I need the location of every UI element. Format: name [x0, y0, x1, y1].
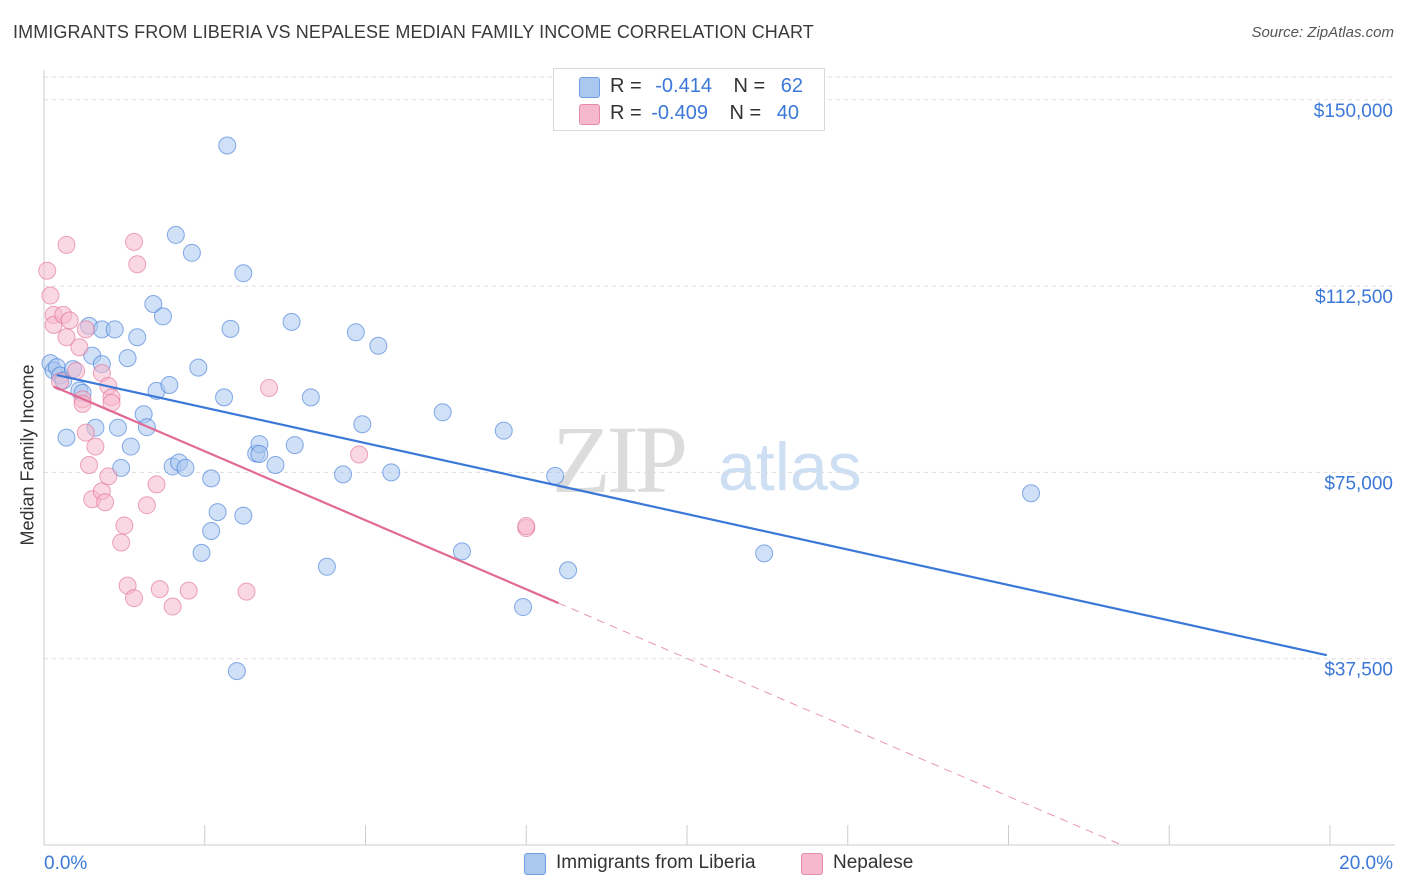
data-point-nepalese [70, 338, 89, 357]
data-point-liberia [494, 421, 513, 440]
data-point-nepalese [60, 311, 79, 330]
data-point-nepalese [112, 533, 131, 552]
data-point-nepalese [57, 235, 76, 254]
data-point-liberia [433, 403, 452, 422]
data-point-nepalese [260, 378, 279, 397]
data-point-liberia [218, 136, 237, 155]
data-point-nepalese [150, 580, 169, 599]
data-point-liberia [121, 437, 140, 456]
data-point-liberia [317, 557, 336, 576]
trend-line-nepalese [53, 385, 559, 605]
data-point-liberia [153, 307, 172, 326]
data-point-liberia [559, 561, 578, 580]
data-point-liberia [192, 543, 211, 562]
data-point-nepalese [76, 423, 95, 442]
data-point-nepalese [125, 589, 144, 608]
data-point-liberia [250, 445, 269, 464]
chart-title: IMMIGRANTS FROM LIBERIA VS NEPALESE MEDI… [13, 22, 814, 42]
data-point-nepalese [237, 582, 256, 601]
data-point-liberia [108, 418, 127, 437]
data-point-nepalese [38, 261, 57, 280]
x-tick-label: 20.0% [1339, 853, 1393, 874]
data-point-nepalese [80, 455, 99, 474]
data-point-nepalese [41, 286, 60, 305]
trend-line-nepalese-extension [558, 602, 1122, 846]
n-value-nepalese: 40 [776, 102, 800, 124]
data-point-nepalese [86, 437, 105, 456]
data-point-liberia [221, 319, 240, 338]
data-point-liberia [755, 544, 774, 563]
data-point-liberia [266, 455, 285, 474]
data-point-liberia [452, 542, 471, 561]
r-value-nepalese: -0.409 [651, 102, 708, 124]
data-point-liberia [189, 358, 208, 377]
data-point-nepalese [76, 320, 95, 339]
y-tick-label: $37,500 [1324, 660, 1393, 681]
n-value-liberia: 62 [780, 75, 804, 97]
data-point-liberia [112, 458, 131, 477]
n-label: N = [729, 102, 762, 124]
data-point-nepalese [163, 597, 182, 616]
data-point-liberia [282, 312, 301, 331]
r-value-liberia: -0.414 [655, 75, 712, 97]
data-point-liberia [1022, 484, 1041, 503]
data-point-liberia [234, 264, 253, 283]
data-point-liberia [346, 323, 365, 342]
data-point-liberia [215, 388, 234, 407]
r-label: R = [610, 102, 642, 124]
data-point-nepalese [350, 445, 369, 464]
data-point-nepalese [128, 255, 147, 274]
legend-label-nepalese: Nepalese [833, 852, 914, 873]
data-point-liberia [514, 598, 533, 617]
data-point-nepalese [137, 496, 156, 515]
data-point-liberia [105, 320, 124, 339]
trend-line-liberia [56, 373, 1328, 657]
data-point-liberia [176, 458, 195, 477]
data-point-liberia [166, 225, 185, 244]
stats-legend: R = -0.414 N = 62 R = -0.409 N = 40 [553, 68, 825, 131]
y-tick-label: $150,000 [1314, 101, 1393, 122]
watermark-zip: ZIP [552, 406, 685, 513]
data-point-liberia [234, 506, 253, 525]
data-point-liberia [160, 375, 179, 394]
legend-label-liberia: Immigrants from Liberia [556, 852, 756, 873]
data-point-nepalese [99, 467, 118, 486]
r-label: R = [610, 75, 642, 97]
data-point-liberia [333, 465, 352, 484]
data-point-nepalese [125, 232, 144, 251]
legend-swatch-nepalese [801, 853, 823, 875]
data-point-liberia [208, 503, 227, 522]
data-point-liberia [382, 463, 401, 482]
data-point-liberia [353, 415, 372, 434]
data-point-liberia [144, 294, 163, 313]
data-point-liberia [118, 349, 137, 368]
data-point-liberia [57, 428, 76, 447]
legend-swatch-liberia [579, 77, 600, 98]
data-point-nepalese [115, 516, 134, 535]
data-point-liberia [128, 328, 147, 347]
data-point-nepalese [179, 581, 198, 600]
data-point-liberia [301, 388, 320, 407]
chart-source: Source: ZipAtlas.com [1251, 24, 1394, 41]
data-point-nepalese [96, 493, 115, 512]
y-tick-label: $75,000 [1324, 473, 1393, 494]
data-point-nepalese [517, 517, 536, 536]
n-label: N = [733, 75, 766, 97]
data-point-liberia [546, 466, 565, 485]
x-tick-label: 0.0% [44, 853, 87, 874]
legend-swatch-nepalese [579, 104, 600, 125]
data-point-liberia [202, 522, 221, 541]
data-point-liberia [182, 243, 201, 262]
data-point-liberia [202, 469, 221, 488]
data-point-liberia [369, 336, 388, 355]
y-tick-label: $112,500 [1315, 287, 1393, 308]
data-point-liberia [227, 662, 246, 681]
legend-swatch-liberia [524, 853, 546, 875]
data-point-liberia [285, 436, 304, 455]
data-point-nepalese [147, 475, 166, 494]
watermark-atlas: atlas [718, 429, 862, 505]
